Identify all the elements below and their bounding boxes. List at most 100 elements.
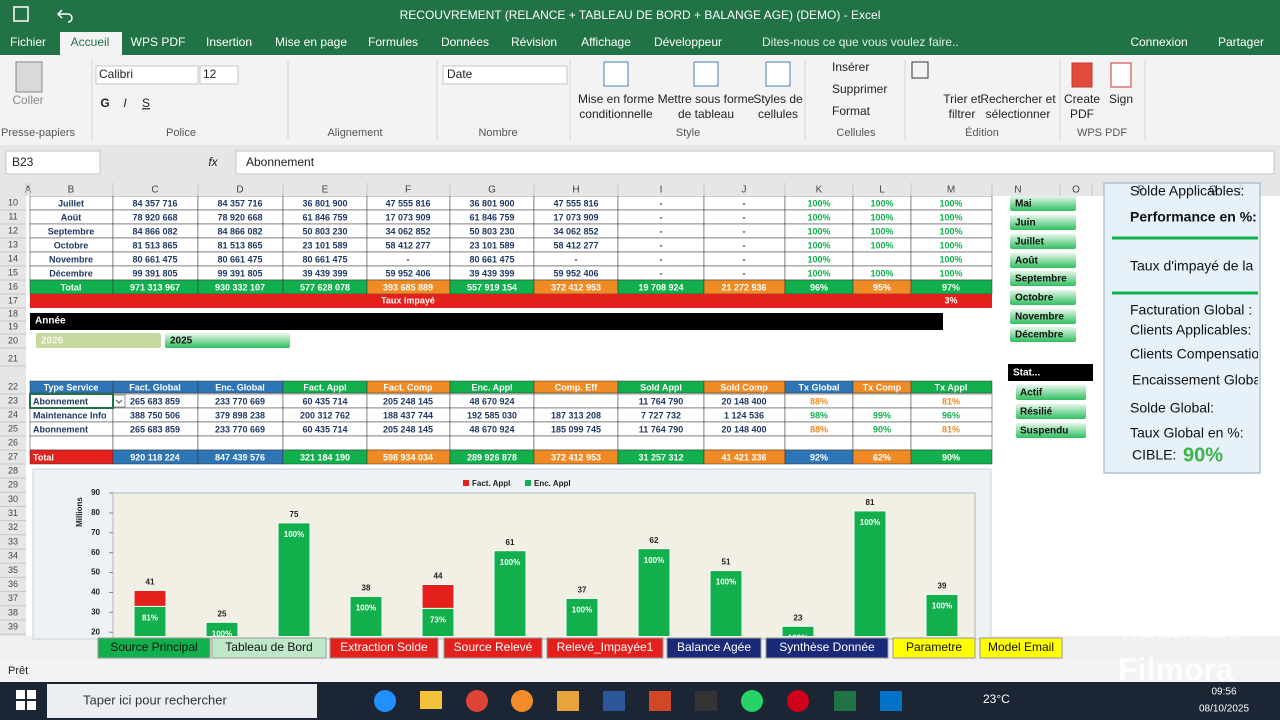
slicer-title: Année [35, 316, 66, 327]
cell-text: 100% [939, 240, 962, 250]
kpi-text: Solde Applicables: Performance en %: Taux … [1130, 183, 1258, 466]
app-icon[interactable] [834, 691, 856, 711]
ribbon-tab[interactable]: Affichage [581, 35, 631, 49]
row-number: 13 [8, 239, 18, 249]
slicer-item[interactable] [1010, 196, 1076, 211]
app-icon[interactable] [787, 690, 809, 712]
ribbon-tab[interactable]: Fichier [10, 35, 46, 49]
slicer-item[interactable] [1016, 404, 1086, 419]
cell [852, 393, 912, 409]
sheet-tab[interactable] [979, 637, 1063, 659]
formula-input[interactable] [235, 150, 1275, 175]
style-button: Mettre sous forme [658, 92, 755, 106]
cell-text: 379 898 238 [215, 410, 265, 420]
dropdown-button[interactable] [112, 394, 126, 408]
slicer-item[interactable] [1010, 327, 1076, 342]
ribbon-tab[interactable]: Insertion [206, 35, 252, 49]
ribbon-tab[interactable]: Données [441, 35, 489, 49]
cell [282, 435, 368, 451]
cell [366, 435, 451, 451]
name-box[interactable] [5, 150, 101, 175]
sheet-tab[interactable] [666, 637, 762, 659]
ribbon-tab[interactable]: Accueil [71, 35, 110, 49]
sheet-tab[interactable] [765, 637, 889, 659]
sheet-tab-label: Model Email [988, 640, 1054, 654]
data-label: 75 [290, 510, 299, 519]
style-button: conditionnelle [579, 107, 653, 121]
windows-logo[interactable] [16, 701, 25, 710]
slicer-item[interactable] [1010, 253, 1076, 268]
total-cell: 920 118 224 [130, 452, 180, 462]
app-icon[interactable] [466, 690, 488, 712]
cell-text: 58 412 277 [385, 240, 430, 250]
cell-text: 188 437 744 [383, 410, 433, 420]
slicer-item[interactable] [1010, 215, 1076, 230]
save-icon[interactable] [13, 6, 29, 22]
sheet-tab[interactable] [211, 637, 327, 659]
row-number: 18 [8, 308, 18, 318]
slicer-item[interactable] [1010, 290, 1076, 305]
group-label: Presse-papiers [1, 127, 75, 139]
kpi-label: Clients Applicables: [1130, 322, 1251, 338]
cell [784, 435, 854, 451]
slicer-item[interactable] [1016, 423, 1086, 438]
ribbon-tab[interactable]: Révision [511, 35, 557, 49]
ribbon-tab[interactable]: Développeur [654, 35, 722, 49]
bold-button: G [100, 96, 109, 110]
ribbon-tab[interactable]: Mise en page [275, 35, 347, 49]
data-label: 39 [938, 582, 947, 591]
percent-label: 100% [932, 602, 952, 611]
ribbon-tab[interactable]: Formules [368, 35, 418, 49]
windows-logo[interactable] [16, 690, 25, 699]
slicer-item[interactable] [165, 333, 290, 348]
sheet-tab[interactable] [443, 637, 543, 659]
slicer-item[interactable] [1010, 234, 1076, 249]
header-cell: Tx Global [798, 382, 839, 392]
style-button: de tableau [678, 107, 734, 121]
windows-logo[interactable] [27, 701, 36, 710]
format-box[interactable] [442, 65, 568, 85]
font-box[interactable] [95, 65, 199, 85]
paste-icon [15, 61, 43, 93]
sheet-tab[interactable] [97, 637, 211, 659]
sheet-tab[interactable] [892, 637, 976, 659]
slicer-item[interactable] [1016, 385, 1086, 400]
dropdown-arrow [115, 399, 123, 404]
bar [205, 621, 239, 636]
size-box[interactable] [199, 65, 239, 85]
app-icon[interactable] [420, 691, 442, 709]
row-number: 36 [8, 579, 18, 589]
app-icon[interactable] [557, 691, 579, 711]
cell-text: Octobre [54, 240, 89, 250]
cell-text: 80 661 475 [132, 254, 177, 264]
percent-label: 100% [212, 629, 232, 638]
impaye-label: Taux impayé [381, 295, 435, 305]
sheet-tab-label: Relevé_Impayée1 [557, 640, 654, 654]
header-cell: Tx Appl [935, 382, 968, 392]
slicer-item[interactable] [1010, 271, 1076, 286]
ribbon-tab[interactable]: WPS PDF [131, 35, 186, 49]
app-icon[interactable] [603, 691, 625, 711]
cell-text: 233 770 669 [215, 396, 265, 406]
pdf-button: Create [1064, 92, 1100, 106]
app-icon[interactable] [695, 691, 717, 711]
undo-icon[interactable] [56, 9, 73, 23]
app-icon[interactable] [880, 691, 902, 711]
app-icon[interactable] [649, 691, 671, 711]
sheet-tab[interactable] [546, 637, 664, 659]
app-icon[interactable] [374, 690, 396, 712]
cell-text: 100% [939, 226, 962, 236]
search-box[interactable] [47, 684, 317, 718]
cells-button: Insérer [832, 60, 869, 74]
style-button: cellules [758, 107, 798, 121]
slicer-item[interactable] [1010, 309, 1076, 324]
slicer-item[interactable] [36, 333, 161, 348]
column-letter: B [68, 185, 75, 196]
kpi-label: Facturation Global : [1130, 302, 1252, 318]
app-icon[interactable] [741, 690, 763, 712]
windows-logo[interactable] [27, 690, 36, 699]
sheet-tab[interactable] [329, 637, 439, 659]
data-label: 62 [650, 536, 659, 545]
app-icon[interactable] [511, 690, 533, 712]
cells-button: Supprimer [832, 82, 887, 96]
